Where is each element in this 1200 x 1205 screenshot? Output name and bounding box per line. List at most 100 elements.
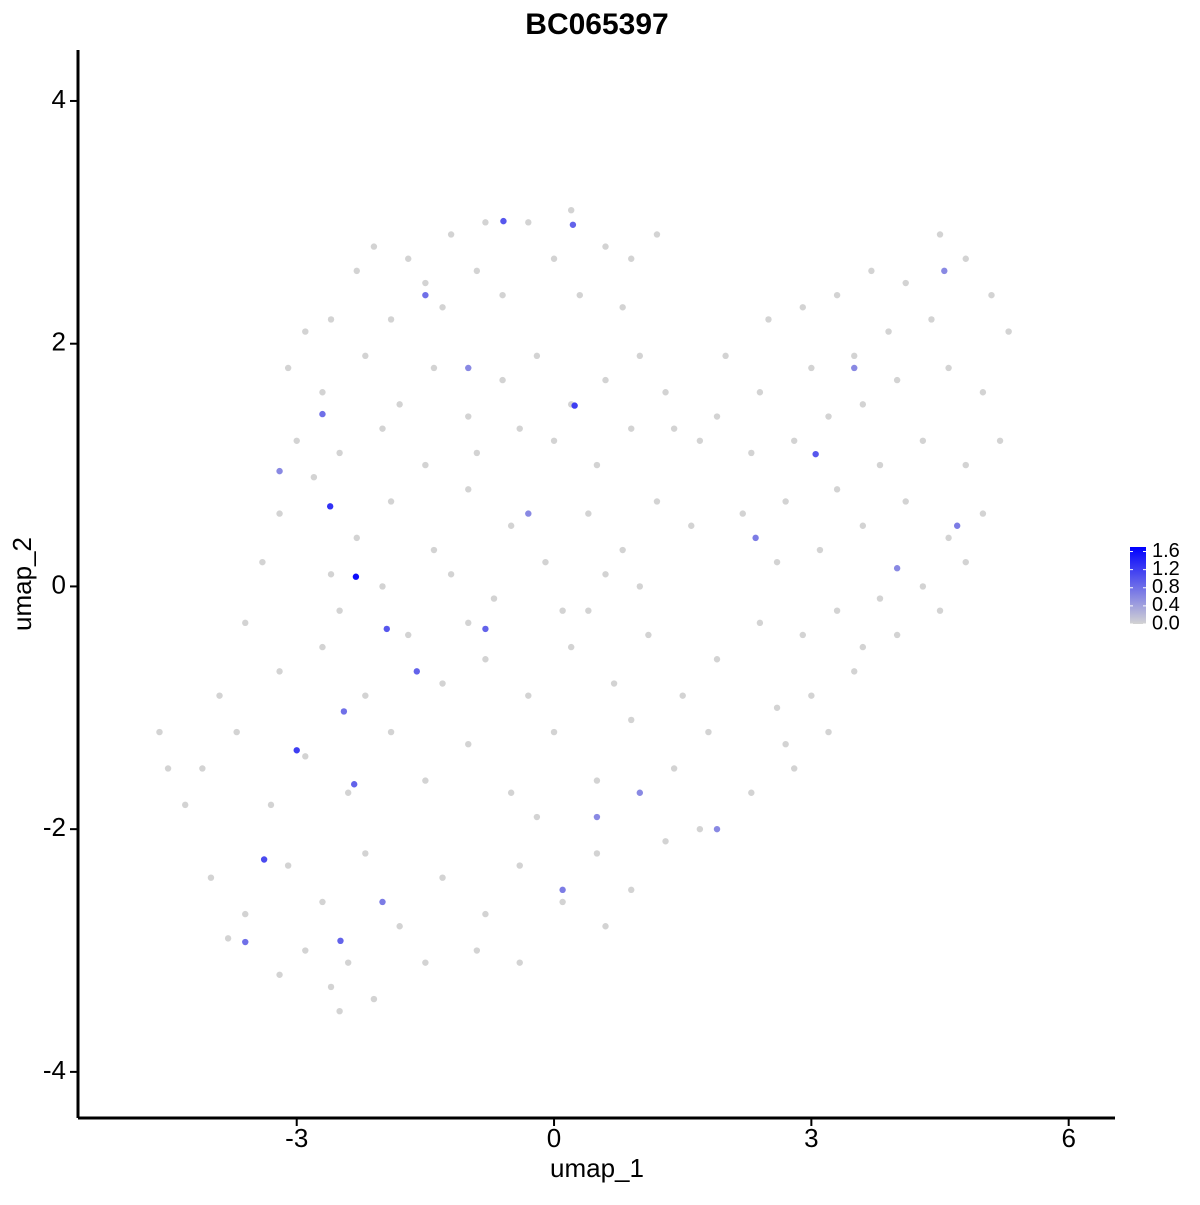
- point: [936, 231, 944, 238]
- y-tick-label: -4: [43, 1055, 66, 1085]
- point: [833, 486, 841, 493]
- point: [326, 503, 334, 510]
- point: [482, 656, 489, 663]
- point: [602, 923, 609, 930]
- point: [465, 741, 472, 748]
- point: [447, 571, 455, 578]
- point: [619, 304, 626, 311]
- point: [979, 389, 987, 396]
- point: [267, 801, 275, 809]
- point: [182, 801, 189, 809]
- point: [499, 376, 506, 384]
- point: [752, 534, 759, 542]
- x-tick-label: -3: [285, 1123, 308, 1153]
- point: [525, 510, 532, 517]
- chart-title: BC065397: [525, 8, 668, 41]
- y-tick-label: 2: [52, 327, 66, 357]
- point: [996, 437, 1004, 444]
- point: [422, 461, 429, 469]
- point: [782, 741, 789, 748]
- point: [507, 522, 515, 529]
- y-tick-label: 0: [52, 569, 66, 599]
- point: [327, 316, 335, 323]
- y-axis-label: umap_2: [7, 537, 37, 631]
- point: [748, 789, 755, 796]
- point: [593, 461, 601, 469]
- point: [670, 765, 678, 772]
- point: [439, 304, 446, 311]
- point: [713, 413, 721, 420]
- point: [352, 573, 360, 580]
- point: [919, 437, 927, 444]
- point: [859, 522, 867, 529]
- point: [610, 680, 618, 687]
- point: [833, 607, 841, 614]
- point: [585, 510, 592, 517]
- point: [1005, 328, 1012, 335]
- point: [569, 221, 577, 228]
- point: [773, 704, 781, 711]
- point: [350, 781, 358, 788]
- colorbar-label: 1.6: [1152, 540, 1180, 562]
- y-tick-label: 4: [52, 84, 66, 114]
- point: [688, 522, 695, 529]
- x-tick-label: 6: [1061, 1123, 1075, 1153]
- point: [885, 328, 892, 335]
- point: [799, 631, 806, 639]
- point: [405, 255, 412, 262]
- point: [696, 825, 704, 833]
- point: [550, 255, 558, 262]
- point: [293, 747, 300, 754]
- point: [765, 316, 772, 323]
- point: [276, 510, 283, 517]
- point: [791, 437, 798, 444]
- point: [859, 643, 867, 651]
- point: [893, 631, 901, 639]
- point: [430, 546, 438, 554]
- point: [383, 625, 390, 633]
- point: [653, 231, 661, 238]
- point: [619, 546, 626, 554]
- point: [945, 364, 952, 372]
- point: [602, 571, 609, 578]
- point: [988, 291, 995, 299]
- point: [319, 898, 326, 906]
- point: [310, 474, 318, 481]
- point: [825, 728, 832, 736]
- point: [362, 850, 369, 857]
- point: [722, 352, 729, 360]
- point: [559, 886, 566, 894]
- point: [962, 255, 969, 262]
- point: [576, 291, 583, 299]
- point: [851, 668, 858, 675]
- x-tick-label: 0: [547, 1123, 561, 1153]
- point: [336, 1008, 343, 1015]
- point: [482, 625, 489, 633]
- point: [902, 279, 909, 287]
- point: [284, 364, 292, 372]
- point: [353, 267, 360, 275]
- point: [336, 607, 343, 614]
- point: [662, 389, 669, 396]
- point: [713, 656, 721, 663]
- point: [302, 947, 309, 954]
- point: [336, 449, 343, 457]
- point: [259, 558, 266, 566]
- point: [542, 558, 549, 566]
- point: [941, 267, 948, 275]
- point: [825, 413, 832, 420]
- point: [812, 450, 819, 458]
- point: [851, 352, 858, 360]
- point: [593, 850, 601, 857]
- point: [679, 692, 686, 699]
- point: [816, 546, 824, 554]
- point: [979, 510, 987, 517]
- point: [379, 898, 386, 906]
- point: [559, 607, 566, 614]
- point: [653, 498, 661, 505]
- point: [302, 753, 309, 760]
- point: [164, 765, 172, 772]
- point: [340, 708, 348, 715]
- point: [276, 467, 283, 475]
